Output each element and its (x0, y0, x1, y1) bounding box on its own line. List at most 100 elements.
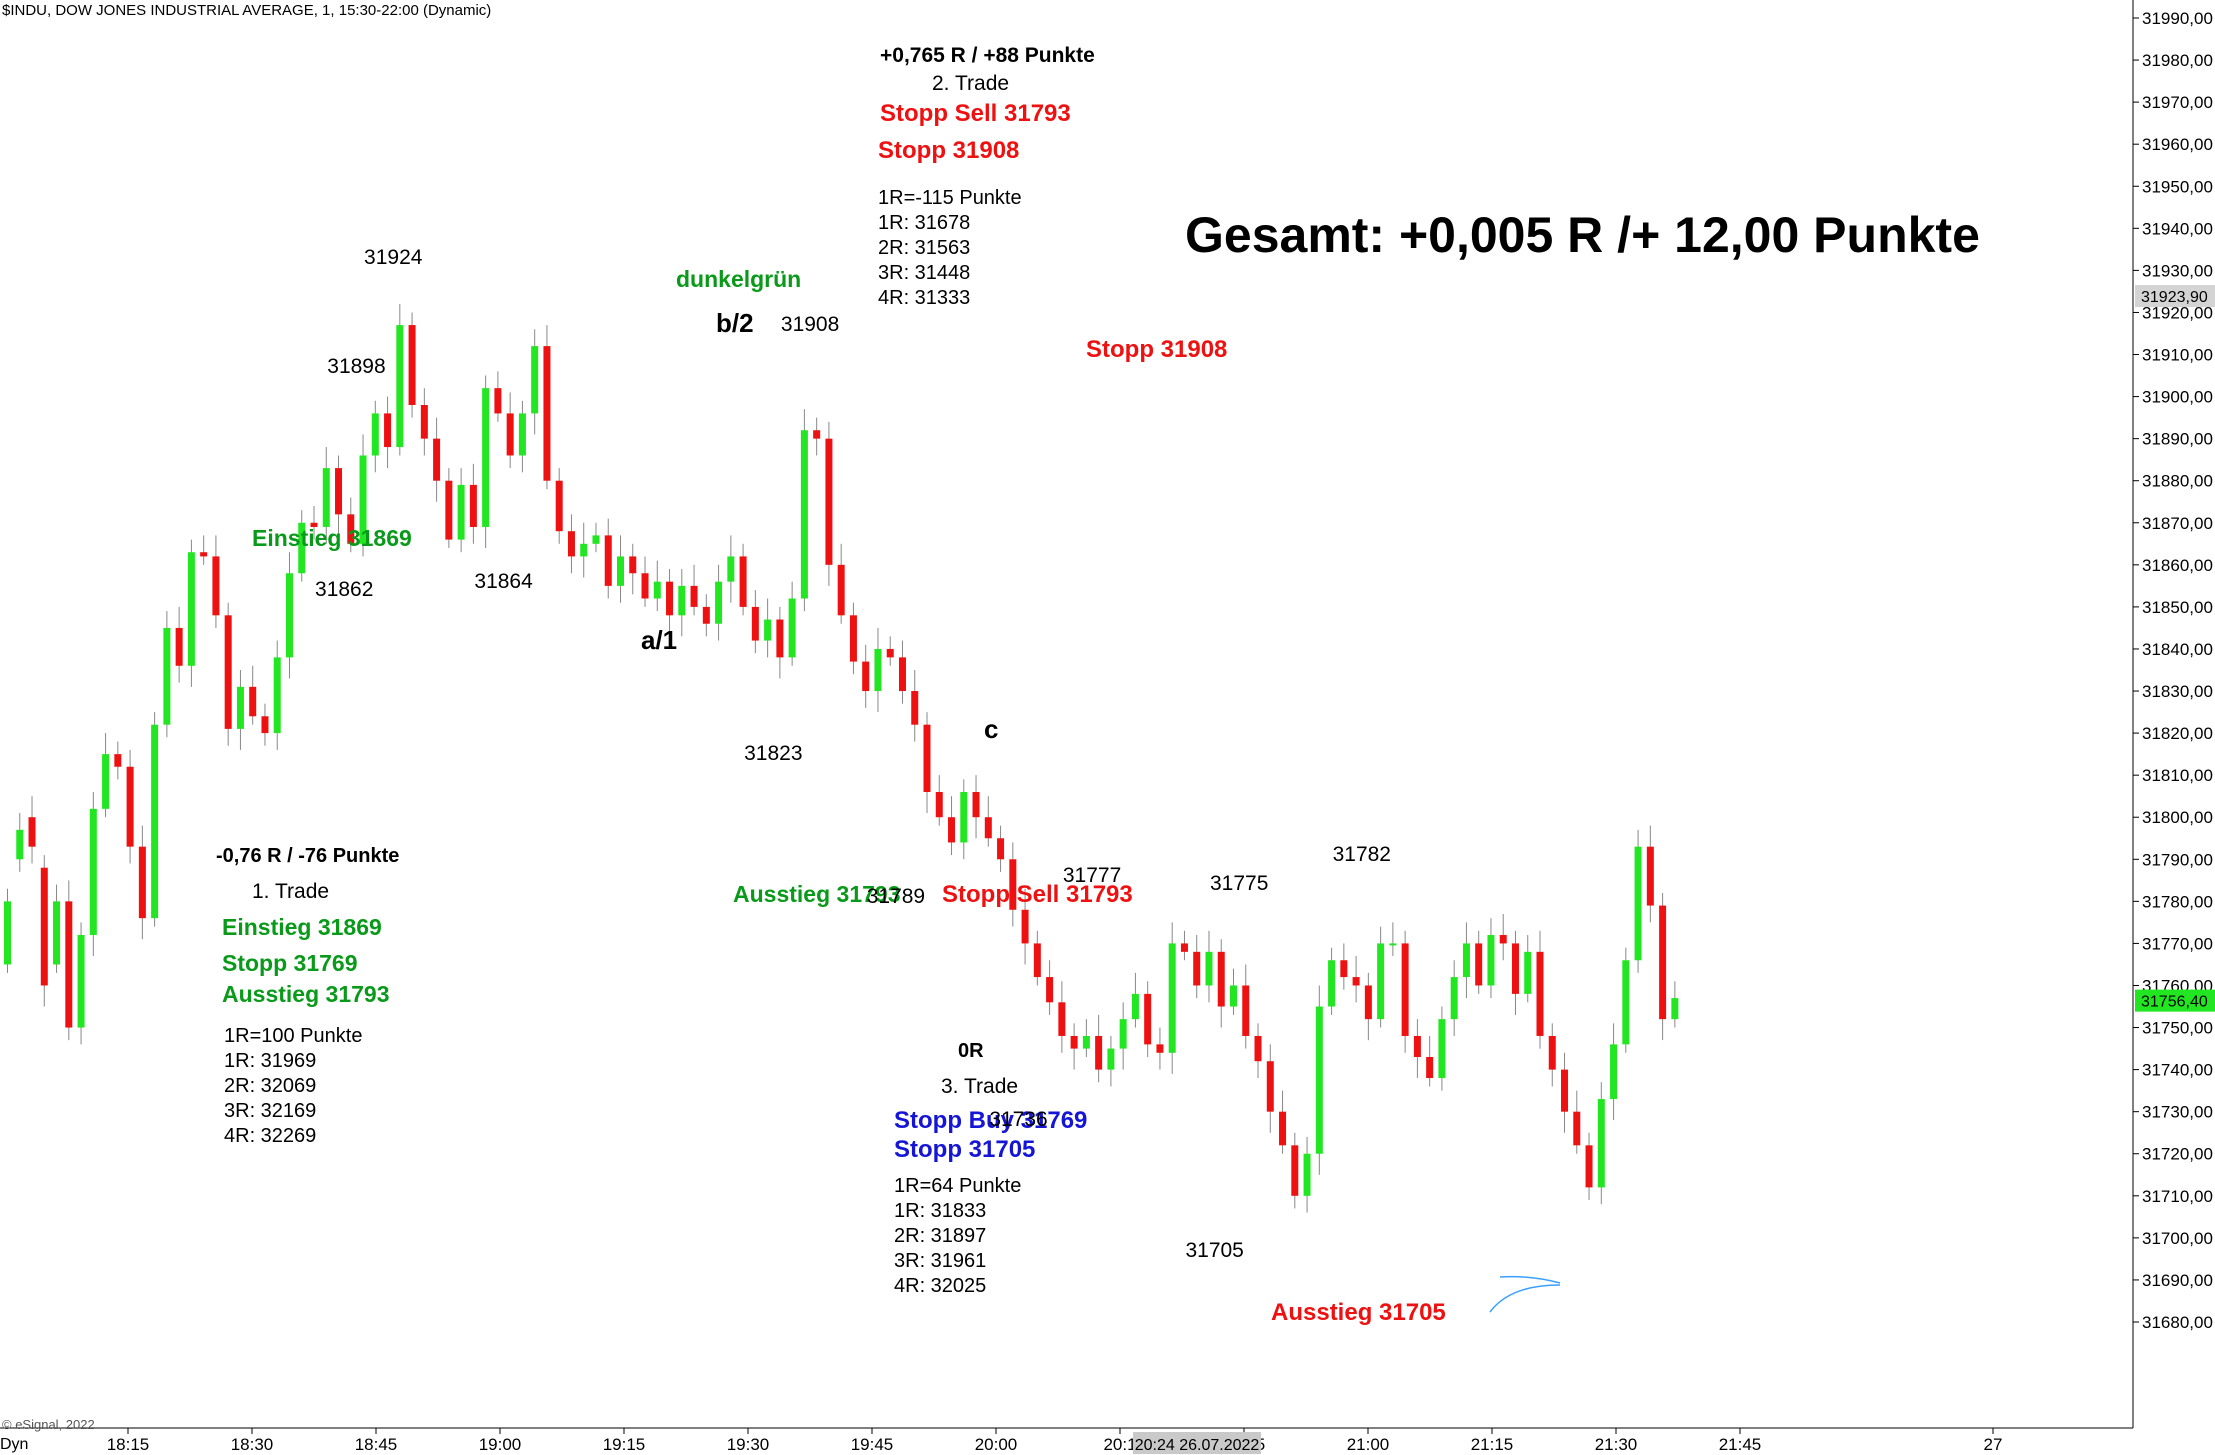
candle (751, 606, 759, 641)
candle (298, 522, 306, 574)
candle (849, 615, 857, 662)
candle (1413, 1035, 1421, 1057)
stopp-31908-label: Stopp 31908 (1086, 336, 1228, 363)
candle (187, 552, 195, 666)
candle (1046, 977, 1054, 1003)
price-tick-label: 31880,00 (2142, 472, 2213, 491)
candle (1205, 951, 1213, 986)
candle (715, 581, 723, 624)
price-tick-label: 31810,00 (2142, 766, 2213, 785)
price-tag-label: 31756,40 (2141, 994, 2208, 1011)
candle (948, 817, 956, 843)
candle (40, 867, 48, 986)
candle (997, 838, 1005, 860)
candle (102, 754, 110, 809)
candle (163, 627, 171, 725)
r-line: 1R=64 Punkte (894, 1175, 1022, 1197)
trade3-r-list: 1R=64 Punkte 1R: 31833 2R: 31897 3R: 319… (894, 1174, 1021, 1299)
price-tick-label: 31730,00 (2142, 1103, 2213, 1122)
candle (1021, 909, 1029, 944)
price-tick-label: 31960,00 (2142, 135, 2213, 154)
time-tick-label: 19:15 (603, 1435, 646, 1454)
price-point-label: 31823 (744, 742, 803, 766)
time-highlight-label: 20:24 26.07.2022 (1135, 1437, 1260, 1454)
r-line: 3R: 31448 (878, 262, 971, 284)
candle (1536, 951, 1544, 1036)
candle (1671, 998, 1679, 1020)
trade1-einstieg: Einstieg 31869 (222, 914, 382, 940)
candle (261, 716, 269, 734)
candle (1548, 1035, 1556, 1070)
candle (727, 556, 735, 582)
candle (433, 438, 441, 481)
price-tick-label: 31850,00 (2142, 598, 2213, 617)
price-point-label: 31908 (780, 312, 840, 336)
candle (935, 791, 943, 818)
price-point-label: 31898 (327, 354, 386, 378)
total-result: Gesamt: +0,005 R /+ 12,00 Punkte (1185, 207, 1980, 263)
candles (4, 304, 1679, 1213)
candle (898, 657, 906, 692)
r-line: 1R: 31833 (894, 1200, 987, 1222)
candle (604, 535, 612, 586)
stopp-sell-31793-label: Stopp Sell 31793 (942, 881, 1133, 908)
candle (813, 430, 821, 439)
price-point-label: 31777 (1062, 863, 1122, 887)
candle (1119, 1019, 1127, 1049)
arrow-annotation-top (1499, 1275, 1561, 1284)
candle (482, 388, 490, 527)
candle (89, 808, 97, 936)
candle (1622, 960, 1630, 1045)
candle (1610, 1044, 1618, 1100)
time-axis: 18:15 18:30 18:45 19:00 19:15 19:30 19:45 20:00… (0, 1427, 2133, 1454)
price-tick-label: 31780,00 (2142, 892, 2213, 911)
candle (457, 484, 465, 540)
price-point-label: 31705 (1185, 1238, 1244, 1262)
time-tick-label: 19:30 (727, 1435, 770, 1454)
trade1-stopp: Stopp 31769 (222, 950, 358, 976)
time-tick-label: 27 (1984, 1435, 2003, 1454)
wave-c-label: c (984, 714, 999, 744)
candle (1082, 1035, 1090, 1049)
price-tag (2135, 989, 2215, 1012)
r-line: 2R: 32069 (224, 1075, 317, 1097)
price-tick-label: 31770,00 (2142, 934, 2213, 953)
candle (1291, 1145, 1299, 1196)
price-tag-label: 31923,90 (2141, 289, 2208, 306)
dunkelgruen-label: dunkelgrün (676, 266, 802, 292)
candle (371, 413, 379, 456)
candle (764, 619, 772, 641)
candle (1266, 1061, 1274, 1112)
candle (1328, 960, 1336, 1007)
candle (126, 766, 134, 847)
candle (1230, 985, 1237, 1007)
r-line: 4R: 32025 (894, 1275, 987, 1297)
candle (1389, 943, 1397, 946)
price-tick-label: 31690,00 (2142, 1271, 2213, 1290)
candle (1340, 960, 1348, 978)
candle (175, 627, 183, 666)
price-point-label: 31775 (1210, 872, 1269, 896)
candle (653, 581, 661, 599)
r-line: 3R: 31961 (894, 1250, 987, 1272)
candle (359, 455, 367, 544)
candle (1058, 1002, 1066, 1036)
candle (4, 901, 11, 965)
time-tick-label: 19:00 (479, 1435, 522, 1454)
candle (862, 661, 870, 692)
candle (1377, 943, 1385, 1020)
candle (690, 585, 698, 607)
price-tick-label: 31680,00 (2142, 1313, 2213, 1332)
candle (1217, 951, 1225, 1007)
candle (1193, 951, 1201, 986)
price-tick-label: 31930,00 (2142, 261, 2213, 280)
candle (641, 573, 649, 599)
candle (555, 480, 563, 532)
candle (1597, 1099, 1605, 1188)
price-tick-label: 31870,00 (2142, 514, 2213, 533)
price-point-label: 31864 (474, 570, 533, 593)
candle (629, 556, 637, 574)
candle (408, 325, 416, 405)
time-tick-label: 18:45 (355, 1435, 398, 1454)
price-point-label: 31924 (364, 245, 423, 269)
